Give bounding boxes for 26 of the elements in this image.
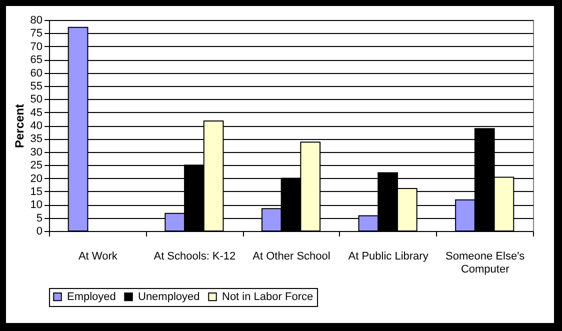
y-tick-label: 20	[30, 172, 42, 185]
y-axis-title: Percent	[12, 104, 26, 148]
x-tick-label: At Other School	[252, 250, 330, 262]
legend-label: Not in Labor Force	[222, 290, 314, 303]
y-tick-label: 50	[30, 94, 42, 106]
y-tick-label: 70	[30, 40, 42, 53]
y-tick-label: 30	[30, 146, 42, 158]
y-tick-label: 35	[30, 133, 42, 146]
y-tick-label: 5	[36, 212, 42, 224]
legend-label: Unemployed	[138, 290, 200, 303]
y-tick-label: 80	[30, 14, 42, 26]
x-tick-label: Someone Else's Computer	[446, 250, 526, 276]
legend-label: Employed	[67, 290, 116, 303]
x-tick-label: At Public Library	[348, 250, 429, 262]
y-tick-label: 40	[30, 120, 42, 132]
y-tick-label: 25	[30, 160, 42, 172]
y-tick-label: 0	[36, 226, 42, 238]
x-tick-label: At Work	[78, 250, 118, 262]
y-tick-label: 75	[30, 28, 42, 40]
y-tick-label: 10	[30, 199, 42, 212]
x-tick-label: At Schools: K-12	[154, 250, 236, 262]
y-tick-label: 55	[30, 80, 42, 92]
y-tick-label: 15	[30, 186, 42, 198]
y-tick-label: 65	[30, 54, 42, 66]
y-tick-label: 60	[30, 67, 42, 80]
y-tick-label: 45	[30, 106, 42, 119]
